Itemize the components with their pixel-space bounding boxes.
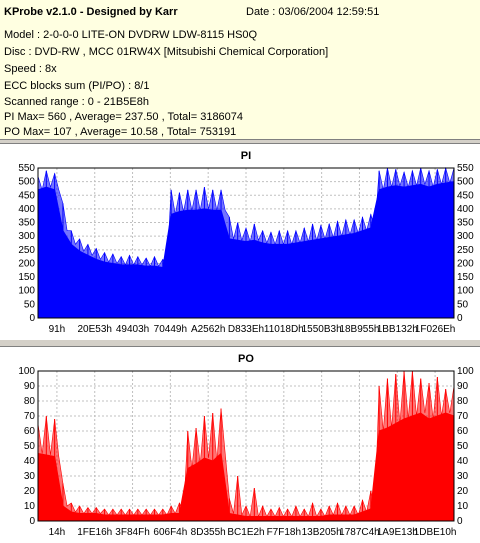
po-chart-panel: PO 0 0 10 10 20 20 30 30 40 40 50 50 60 60 70 70 80 80 90 90… bbox=[0, 346, 480, 543]
pi-ytick-right: 200 bbox=[457, 258, 474, 269]
pi-xtick-label: 18B955h bbox=[339, 324, 379, 335]
pi-xtick-label: A2562h bbox=[191, 324, 225, 335]
po-xtick-label: 1FE16h bbox=[77, 527, 112, 538]
pi-xtick-label: 70449h bbox=[154, 324, 187, 335]
po-ytick-right: 80 bbox=[457, 396, 469, 407]
ecc-line: ECC blocks sum (PI/PO) : 8/1 bbox=[4, 80, 150, 92]
pi-xtick-label: 1BB132h bbox=[377, 324, 418, 335]
po-ytick-left: 50 bbox=[24, 441, 36, 452]
pi-chart-panel: PI 0 0 50 50 100 100 150 150 200 200 250 250 300 300 35… bbox=[0, 143, 480, 340]
model-line: Model : 2-0-0-0 LITE-ON DVDRW LDW-8115 H… bbox=[4, 29, 258, 41]
pi-ytick-left: 400 bbox=[18, 204, 35, 215]
pi-ytick-right: 450 bbox=[457, 190, 474, 201]
pi-ytick-right: 50 bbox=[457, 299, 469, 310]
po-ytick-right: 50 bbox=[457, 441, 469, 452]
po-xtick-label: 3F84Fh bbox=[115, 527, 149, 538]
po-ytick-left: 60 bbox=[24, 426, 36, 437]
pi-ytick-left: 350 bbox=[18, 218, 35, 229]
po-xtick-label: 606F4h bbox=[153, 527, 187, 538]
pi-xtick-label: 91h bbox=[49, 324, 66, 335]
pi-ytick-left: 300 bbox=[18, 231, 35, 242]
po-ytick-left: 10 bbox=[24, 501, 36, 512]
pi-ytick-right: 400 bbox=[457, 204, 474, 215]
po-stats-line: PO Max= 107 , Average= 10.58 , Total= 75… bbox=[4, 126, 237, 138]
po-ytick-right: 60 bbox=[457, 426, 469, 437]
pi-xtick-label: 1550B3h bbox=[302, 324, 342, 335]
pi-ytick-left: 0 bbox=[29, 313, 35, 324]
po-ytick-left: 20 bbox=[24, 486, 36, 497]
pi-ytick-left: 450 bbox=[18, 190, 35, 201]
scan-date: Date : 03/06/2004 12:59:51 bbox=[246, 6, 380, 18]
pi-ytick-left: 250 bbox=[18, 245, 35, 256]
po-ytick-left: 80 bbox=[24, 396, 36, 407]
pi-ytick-right: 150 bbox=[457, 272, 474, 283]
pi-ytick-left: 50 bbox=[24, 299, 36, 310]
po-chart: PO 0 0 10 10 20 20 30 30 40 40 50 50 60 60 70 70 80 80 90 90… bbox=[18, 353, 474, 538]
po-xtick-label: 1A9E13h bbox=[377, 527, 418, 538]
po-xtick-label: 13B205h bbox=[302, 527, 342, 538]
pi-ytick-left: 150 bbox=[18, 272, 35, 283]
po-chart-title: PO bbox=[238, 353, 254, 365]
po-ytick-right: 40 bbox=[457, 456, 469, 467]
pi-stats-line: PI Max= 560 , Average= 237.50 , Total= 3… bbox=[4, 111, 244, 123]
pi-ytick-right: 250 bbox=[457, 245, 474, 256]
po-ytick-right: 30 bbox=[457, 471, 469, 482]
po-ytick-left: 40 bbox=[24, 456, 36, 467]
po-plot-frame bbox=[37, 370, 455, 522]
po-ytick-left: 70 bbox=[24, 411, 36, 422]
pi-ytick-right: 300 bbox=[457, 231, 474, 242]
po-ytick-left: 30 bbox=[24, 471, 36, 482]
info-panel: KProbe v2.1.0 - Designed by Karr Date : … bbox=[0, 0, 480, 140]
pi-chart: PI 0 0 50 50 100 100 150 150 200 200 250 250 300 300 35… bbox=[18, 150, 474, 335]
po-xtick-label: 8D355h bbox=[191, 527, 226, 538]
pi-ytick-right: 0 bbox=[457, 313, 463, 324]
scanned-range-line: Scanned range : 0 - 21B5E8h bbox=[4, 96, 149, 108]
po-ytick-right: 70 bbox=[457, 411, 469, 422]
app-title: KProbe v2.1.0 - Designed by Karr bbox=[4, 6, 178, 18]
po-ytick-right: 0 bbox=[457, 516, 463, 527]
pi-ytick-right: 500 bbox=[457, 177, 474, 188]
po-ytick-left: 90 bbox=[24, 381, 36, 392]
pi-ytick-left: 550 bbox=[18, 163, 35, 174]
pi-ytick-left: 100 bbox=[18, 286, 35, 297]
po-xtick-label: 1DBE10h bbox=[414, 527, 457, 538]
po-ytick-left: 100 bbox=[18, 366, 35, 377]
po-ytick-right: 10 bbox=[457, 501, 469, 512]
po-ytick-right: 100 bbox=[457, 366, 474, 377]
disc-line: Disc : DVD-RW , MCC 01RW4X [Mitsubishi C… bbox=[4, 46, 329, 58]
pi-xtick-label: 11018Dh bbox=[264, 324, 304, 335]
po-ytick-left: 0 bbox=[29, 516, 35, 527]
pi-xtick-label: D833Eh bbox=[228, 324, 264, 335]
pi-plot-frame bbox=[37, 167, 455, 319]
pi-xtick-label: 20E53h bbox=[77, 324, 111, 335]
pi-ytick-right: 550 bbox=[457, 163, 474, 174]
pi-chart-title: PI bbox=[241, 150, 251, 162]
po-xtick-label: F7F18h bbox=[267, 527, 301, 538]
pi-ytick-left: 500 bbox=[18, 177, 35, 188]
po-ytick-right: 90 bbox=[457, 381, 469, 392]
po-ytick-right: 20 bbox=[457, 486, 469, 497]
speed-line: Speed : 8x bbox=[4, 63, 57, 75]
pi-xtick-label: 1F026Eh bbox=[415, 324, 456, 335]
pi-xtick-label: 49403h bbox=[116, 324, 149, 335]
pi-ytick-right: 100 bbox=[457, 286, 474, 297]
pi-ytick-right: 350 bbox=[457, 218, 474, 229]
pi-ytick-left: 200 bbox=[18, 258, 35, 269]
po-xtick-label: BC1E2h bbox=[227, 527, 264, 538]
po-xtick-label: 14h bbox=[49, 527, 66, 538]
po-xtick-label: 1787C4h bbox=[339, 527, 380, 538]
